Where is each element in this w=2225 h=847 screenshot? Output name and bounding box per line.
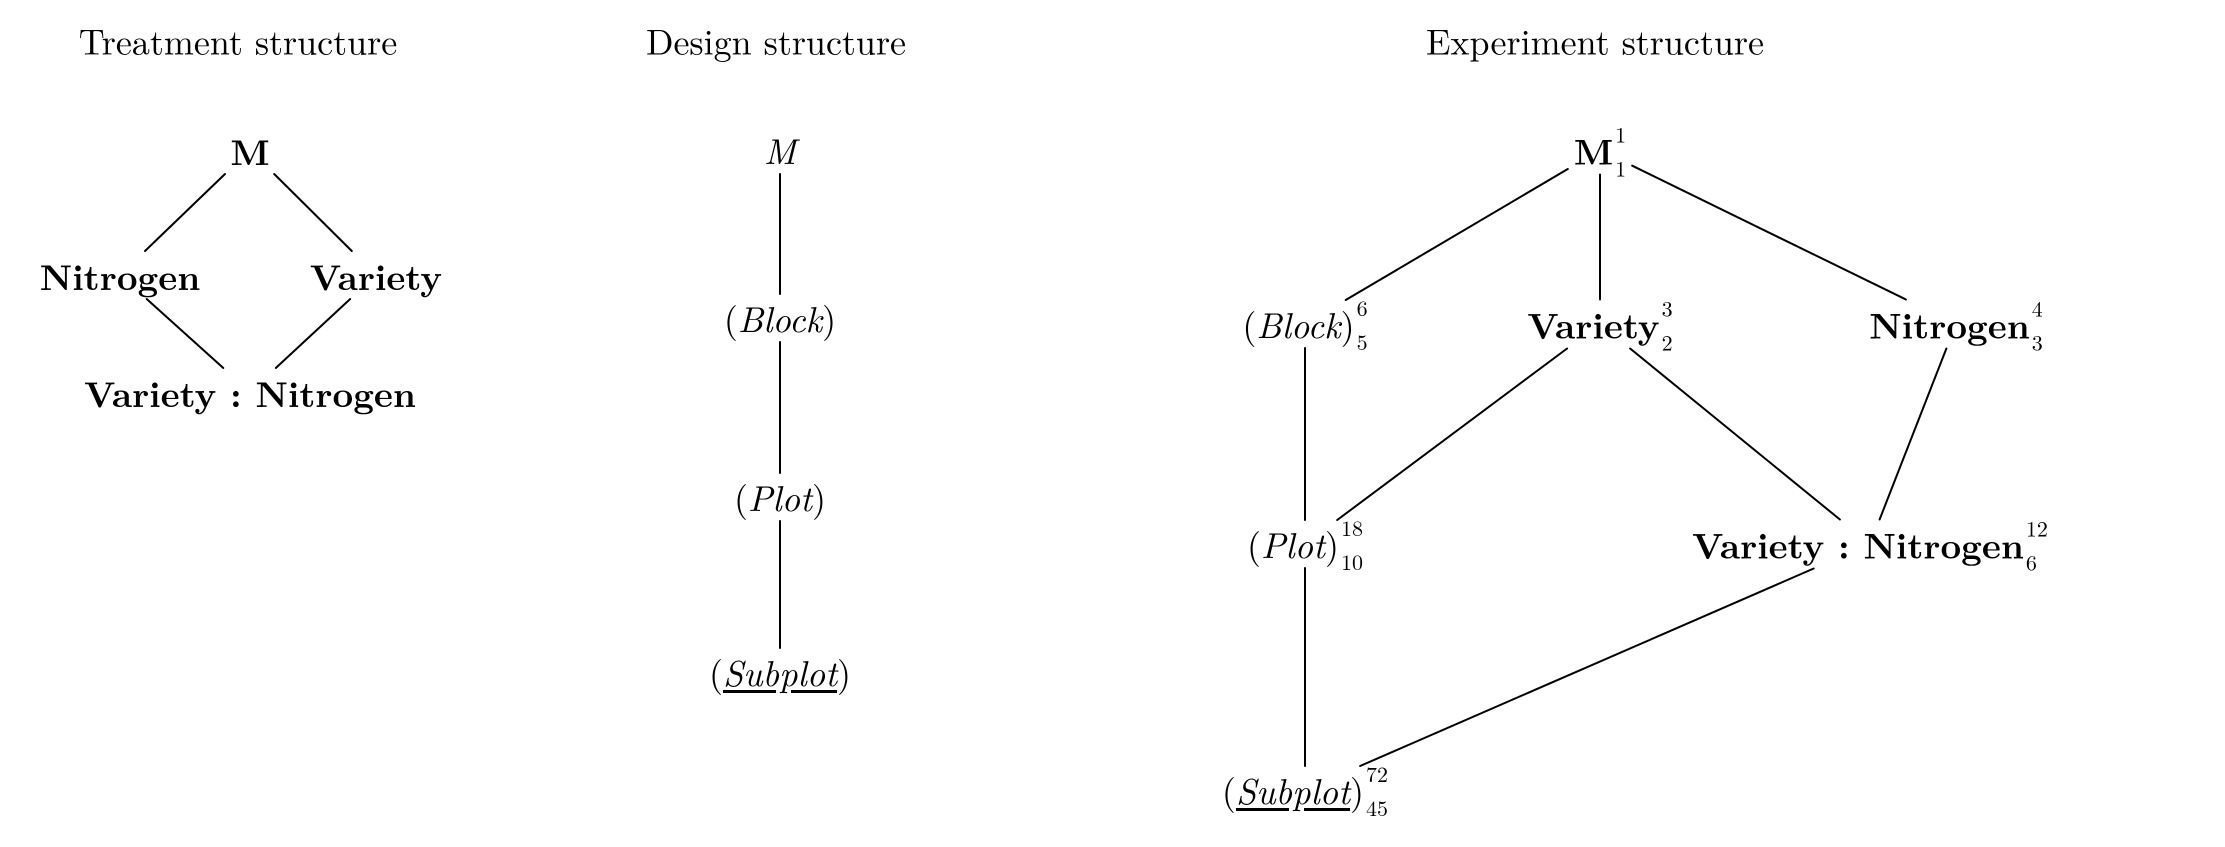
lp: ( [734,471,748,522]
treatment-node-variety: Variety [310,257,442,293]
lp: ( [724,292,738,343]
sup: 18 [1341,512,1363,543]
scripts: 7245 [1364,784,1388,796]
rp: ) [1325,518,1339,569]
rp: ) [837,646,851,697]
sup: 12 [2026,512,2048,543]
rp: ) [1341,298,1355,349]
sup: 72 [1366,758,1388,789]
experiment-node-nitrogen: Nitrogen43 [1869,306,2042,343]
rp: ) [1350,764,1364,815]
scripts: 43 [2030,319,2043,331]
scripts: 126 [2024,539,2048,551]
label: Variety : Nitrogen [1692,518,2024,570]
scripts: 65 [1355,318,1368,330]
label: M [1574,124,1613,176]
lp: ( [1222,764,1236,815]
experiment-node-variety-nitrogen: Variety : Nitrogen126 [1692,526,2048,563]
label: Subplot [1236,764,1350,815]
sup: 4 [2032,292,2043,323]
label: Subplot [723,646,837,697]
experiment-node-plot: (Plot)1810 [1247,526,1363,562]
label: M [230,124,269,176]
sup: 6 [1357,292,1368,323]
sub: 3 [2032,327,2043,358]
design-node-plot: (Plot) [734,479,826,515]
lp: ( [1242,298,1256,349]
scripts: 11 [1613,145,1626,157]
experiment-node-subplot: (Subplot)7245 [1222,772,1388,808]
title-design: Design structure [646,15,906,66]
sup: 1 [1615,118,1626,149]
treatment-node-variety-nitrogen: Variety : Nitrogen [84,374,416,410]
title-experiment: Experiment structure [1426,15,1764,66]
label: Plot [1261,518,1325,569]
sub: 45 [1366,792,1388,823]
sub: 5 [1357,326,1368,357]
title-treatment: Treatment structure [79,15,398,66]
experiment-node-block: (Block)65 [1242,306,1367,342]
treatment-node-M: M [230,132,269,168]
label: Block [738,292,822,343]
label: Variety [1527,298,1659,350]
treatment-node-nitrogen: Nitrogen [40,257,200,293]
sub: 10 [1341,546,1363,577]
lp: ( [709,646,723,697]
label: Nitrogen [40,249,200,301]
rp: ) [822,292,836,343]
lp: ( [1247,518,1261,569]
label: Variety [310,249,442,301]
rp: ) [812,471,826,522]
sub: 6 [2026,547,2037,578]
design-node-M: M [764,132,796,168]
edges-layer [0,0,2225,847]
sub: 1 [1615,153,1626,184]
experiment-node-M: M11 [1574,132,1626,169]
label: Nitrogen [1869,298,2029,350]
scripts: 1810 [1339,538,1363,550]
label: Block [1256,298,1340,349]
experiment-node-variety: Variety32 [1527,306,1672,343]
scripts: 32 [1660,319,1673,331]
diagram-stage: Treatment structure Design structure Exp… [0,0,2225,847]
label: M [764,124,796,175]
sup: 3 [1662,292,1673,323]
label: Variety : Nitrogen [84,366,416,418]
sub: 2 [1662,327,1673,358]
label: Plot [748,471,812,522]
design-node-subplot: (Subplot) [709,654,851,690]
design-node-block: (Block) [724,300,836,336]
